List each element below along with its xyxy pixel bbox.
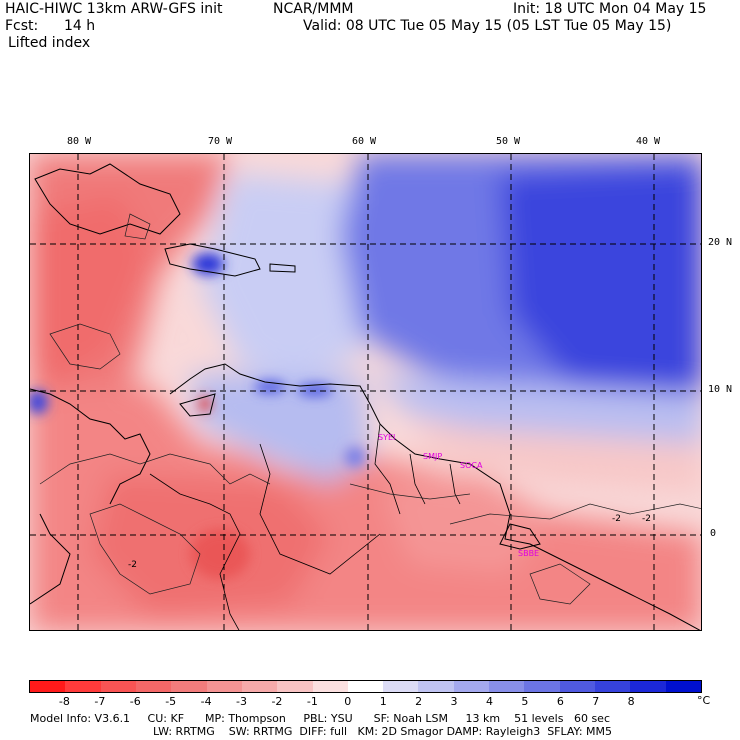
colorbar-tick-label: 1 (379, 695, 387, 708)
colorbar-tick-label: 0 (344, 695, 352, 708)
init-time: Init: 18 UTC Mon 04 May 15 (513, 1, 707, 17)
lat-label-10n: 10 N (708, 384, 733, 395)
contour-label: -2 (612, 514, 621, 524)
colorbar-swatch (559, 681, 595, 692)
colorbar-tick-label: -6 (129, 695, 141, 708)
colorbar-tick-label: -5 (165, 695, 177, 708)
footer-model-info: Model Info: V3.6.1 CU: KF MP: Thompson P… (30, 712, 610, 725)
colorbar-swatch (524, 681, 560, 692)
footer-physics-info: LW: RRTMG SW: RRTMG DIFF: full KM: 2D Sm… (153, 725, 613, 738)
lat-lon-grid (30, 154, 701, 630)
map-canvas: -2 -2 -2 SYEI SMJP SOCA SBBE (30, 154, 701, 630)
lifted-index-map: -2 -2 -2 SYEI SMJP SOCA SBBE (29, 153, 702, 631)
colorbar-swatch (595, 681, 631, 692)
lon-label-80w: 80 W (67, 136, 92, 147)
field-name: Lifted index (8, 35, 91, 51)
lon-label-60w: 60 W (352, 136, 377, 147)
colorbar-tick-label: 8 (627, 695, 635, 708)
station-smjp: SMJP (423, 452, 442, 461)
colorbar-swatch (277, 681, 313, 692)
colorbar-tick-label: -3 (236, 695, 247, 708)
lon-label-50w: 50 W (496, 136, 521, 147)
borders (149, 423, 461, 630)
lon-label-70w: 70 W (208, 136, 233, 147)
colorbar-tick-label: 2 (415, 695, 423, 708)
colorbar-swatch (665, 681, 701, 692)
colorbar-tick-label: 7 (592, 695, 600, 708)
station-soca: SOCA (460, 461, 483, 470)
coastlines (30, 163, 701, 630)
li-contours (39, 213, 701, 605)
colorbar-tick-label: 3 (450, 695, 458, 708)
station-syei: SYEI (378, 433, 395, 442)
lat-label-equator: 0 (710, 528, 717, 539)
colorbar-swatch (630, 681, 666, 692)
contour-label: -2 (642, 514, 651, 524)
lat-label-20n: 20 N (708, 237, 733, 248)
colorbar-swatch (65, 681, 101, 692)
colorbar-tick-label: 4 (485, 695, 493, 708)
model-title: HAIC-HIWC 13km ARW-GFS init (5, 1, 223, 17)
colorbar-swatch (383, 681, 419, 692)
valid-time: Valid: 08 UTC Tue 05 May 15 (05 LST Tue … (303, 18, 672, 34)
colorbar-swatch (453, 681, 490, 692)
colorbar-tick-label: -2 (271, 695, 283, 708)
colorbar-swatch (312, 681, 348, 692)
station-sbbe: SBBE (518, 549, 539, 558)
colorbar-tick-label: -7 (94, 695, 106, 708)
colorbar-swatch (347, 681, 384, 692)
colorbar-swatch (171, 681, 207, 692)
colorbar-swatch (100, 681, 136, 692)
colorbar-swatch (418, 681, 454, 692)
colorbar-swatch (30, 681, 66, 692)
colorbar (29, 680, 702, 693)
convective-cores (30, 253, 365, 579)
colorbar-swatch (206, 681, 242, 692)
fcst-label: Fcst: (5, 18, 39, 34)
contour-label: -2 (128, 560, 137, 570)
colorbar-tick-label: 5 (521, 695, 529, 708)
colorbar-tick-label: -4 (200, 695, 212, 708)
colorbar-unit: °C (697, 694, 711, 707)
org-label: NCAR/MMM (273, 1, 354, 17)
colorbar-swatch (241, 681, 278, 692)
colorbar-tick-label: -8 (58, 695, 70, 708)
colorbar-tick-label: 6 (556, 695, 564, 708)
colorbar-swatch (135, 681, 172, 692)
lon-label-40w: 40 W (636, 136, 661, 147)
fcst-value: 14 h (64, 18, 96, 34)
colorbar-tick-label: -1 (306, 695, 318, 708)
colorbar-swatch (489, 681, 525, 692)
